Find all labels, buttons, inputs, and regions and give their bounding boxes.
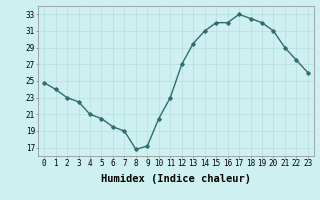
X-axis label: Humidex (Indice chaleur): Humidex (Indice chaleur) xyxy=(101,174,251,184)
